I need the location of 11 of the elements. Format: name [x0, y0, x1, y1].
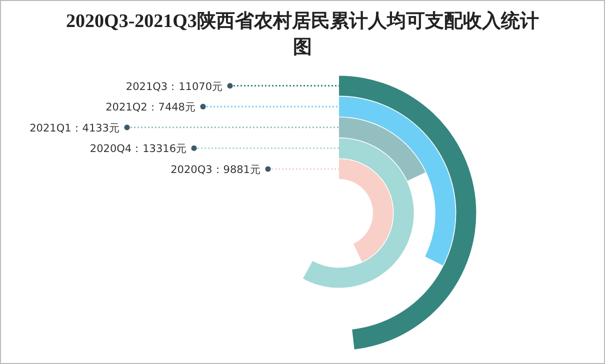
data-label: ：11070元 [168, 80, 223, 93]
text: 2020Q3-2021Q3陕西省农村居民累计人均可支配收入统计图 [65, 10, 540, 60]
category-label: 2020Q3 [170, 164, 212, 176]
data-label: ：13316元 [132, 143, 187, 156]
category-label: 2021Q3 [126, 80, 168, 93]
category-label: 2020Q4 [90, 143, 132, 156]
data-label: ：9881元 [212, 164, 261, 176]
data-label: ：7448元 [147, 102, 196, 114]
category-label: 2021Q2 [106, 102, 148, 114]
data-label: ：4133元 [71, 122, 120, 134]
category-label: 2021Q1 [30, 122, 72, 134]
